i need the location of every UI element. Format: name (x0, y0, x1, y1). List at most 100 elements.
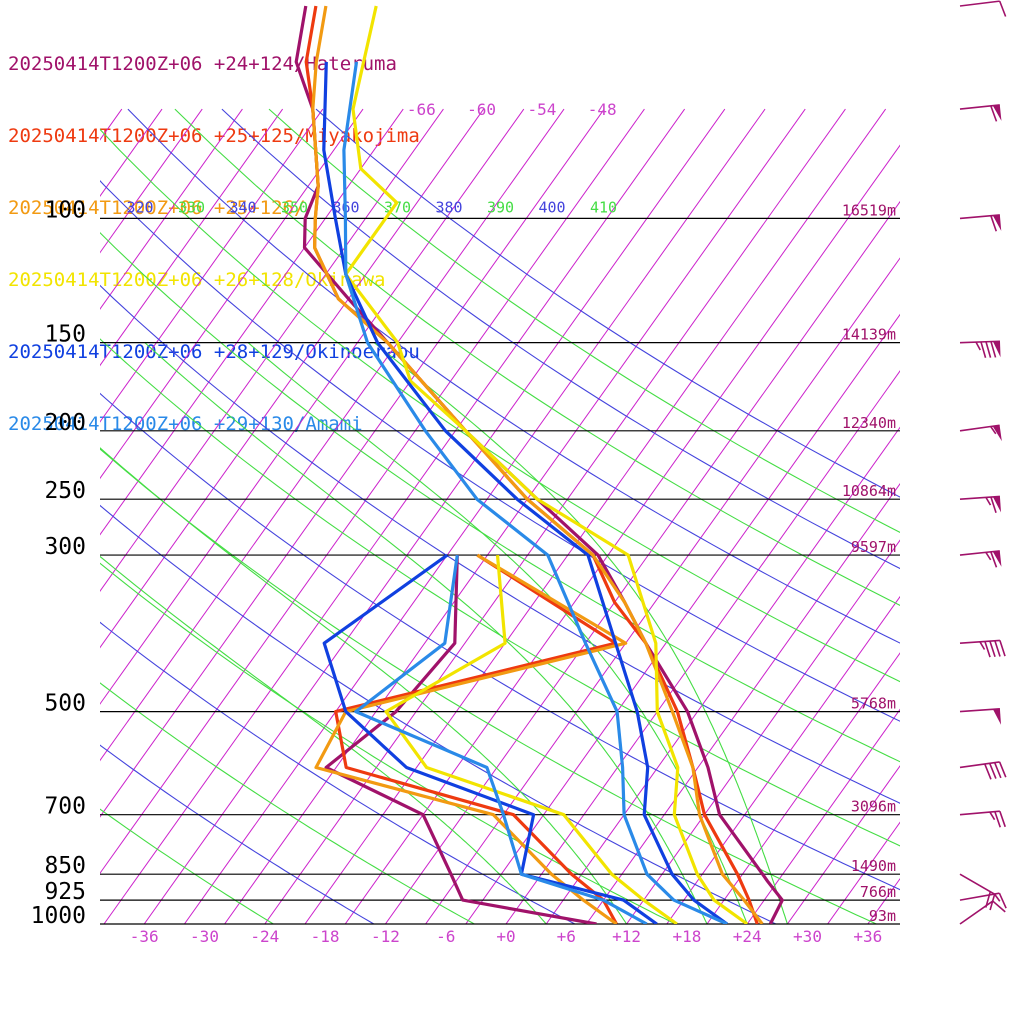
height-label: 1490m (851, 857, 896, 875)
wind-barb-feather (989, 640, 996, 658)
x-tick-label: +36 (853, 927, 882, 946)
isotherm-line (585, 482, 900, 924)
x-tick-label: +0 (496, 927, 515, 946)
wind-barb (959, 550, 1002, 568)
isotherm-line (100, 108, 525, 705)
wind-barb (959, 761, 1007, 780)
wind-barb (959, 639, 1006, 658)
wind-barb-feather (990, 551, 998, 568)
isotherm-line (143, 108, 726, 924)
moist-adiabat-line (100, 447, 628, 924)
wind-barb-feather (998, 761, 1007, 778)
isotherm-line (224, 108, 806, 924)
dry-adiabat-line (221, 108, 900, 570)
isotherm-line (425, 257, 900, 924)
dry-adiabat-line (268, 108, 900, 533)
wind-barb-feather (980, 341, 987, 358)
x-tick-label: +6 (557, 927, 576, 946)
pressure-label: 850 (44, 853, 86, 879)
temperature-line (342, 61, 728, 924)
wind-barb (959, 0, 1007, 17)
wind-barb-feather (985, 341, 992, 358)
wind-barb (959, 424, 1002, 442)
wind-barb-feather (985, 891, 992, 908)
isotherm-line (100, 108, 364, 480)
dry-adiabat-line (174, 108, 900, 606)
wind-barb-feather (990, 215, 998, 232)
isotherm-line (100, 108, 605, 818)
theta-label: 400 (538, 198, 565, 216)
x-tick-label: -18 (311, 927, 340, 946)
moist-adiabat-line (247, 342, 748, 924)
dry-adiabat-line (100, 744, 375, 924)
wind-barb (959, 873, 996, 911)
wind-barb-feather (979, 641, 986, 650)
pressure-label: 250 (44, 478, 86, 504)
wind-barb-feather (994, 811, 1002, 828)
wind-barb-staff (959, 639, 1000, 645)
wind-barb-staff (959, 708, 1000, 713)
x-tick-label: -36 (130, 927, 159, 946)
temperature-line (322, 61, 729, 924)
wind-barb-pennant (992, 496, 1002, 513)
dewpoint-line (354, 554, 648, 924)
isotherm-line (706, 652, 900, 924)
moist-adiabat-line (100, 555, 547, 924)
wind-barb-feather (985, 496, 992, 506)
legend-entry: 20250414T1200Z+06 +26+128/Okinawa (8, 269, 386, 291)
x-tick-label: +24 (733, 927, 762, 946)
height-label: 766m (860, 883, 896, 901)
height-label: 5768m (851, 695, 896, 713)
wind-barb (959, 892, 1007, 909)
wind-barb-feather (993, 762, 1002, 779)
moist-adiabat-line (373, 342, 788, 924)
pressure-label: 1000 (31, 903, 86, 929)
dry-adiabat-line (100, 231, 900, 763)
wind-barb (959, 810, 1006, 828)
isotherm-line (465, 313, 900, 924)
theta-label: 390 (487, 198, 514, 216)
dry-adiabat-line (100, 128, 900, 683)
wind-barb-feather (989, 811, 996, 821)
wind-barb-feather (998, 892, 1007, 909)
wind-barb (959, 104, 1002, 122)
height-label: 10864m (842, 482, 896, 500)
x-tick-label: -12 (371, 927, 400, 946)
wind-barb-staff (959, 214, 1000, 220)
theta-label: 380 (435, 198, 462, 216)
height-label: 9597m (851, 538, 896, 556)
legend-entry: 20250414T1200Z+06 +25+125/Miyakojima (8, 125, 420, 147)
isotherm-line (0, 109, 1, 924)
wind-barb-staff (959, 340, 1001, 344)
isotherm-line (100, 108, 203, 254)
legend-entry: 20250414T1200Z+06 +25+126/ (8, 197, 306, 219)
isotherm-label: -60 (467, 100, 496, 119)
dry-adiabat-line (315, 108, 900, 498)
wind-barb-feather (998, 0, 1007, 17)
moist-adiabat-line (144, 342, 708, 924)
dewpoint-line (334, 553, 618, 924)
height-label: 16519m (842, 201, 896, 219)
wind-barb-staff (959, 873, 996, 895)
isotherm-line (100, 108, 485, 649)
x-tick-label: +12 (612, 927, 641, 946)
wind-barb (959, 900, 1006, 925)
wind-barb-feather (975, 341, 981, 351)
dry-adiabat-line (100, 338, 900, 847)
temperature-line (294, 5, 784, 924)
dewpoint-line (384, 554, 678, 924)
wind-barb-staff (959, 810, 1000, 816)
wind-barb-feather (988, 762, 997, 779)
wind-barb-feather (990, 426, 997, 435)
isotherm-line (666, 595, 900, 924)
pressure-label: 150 (44, 322, 86, 348)
dry-adiabat-line (100, 682, 475, 924)
dewpoint-line (322, 553, 658, 924)
isotherm-line (100, 108, 565, 762)
wind-barb-pennant (992, 104, 1002, 121)
wind-barb-pennant (992, 341, 1001, 358)
height-label: 14139m (842, 326, 896, 344)
wind-barb-feather (984, 641, 991, 658)
x-tick-label: -30 (190, 927, 219, 946)
